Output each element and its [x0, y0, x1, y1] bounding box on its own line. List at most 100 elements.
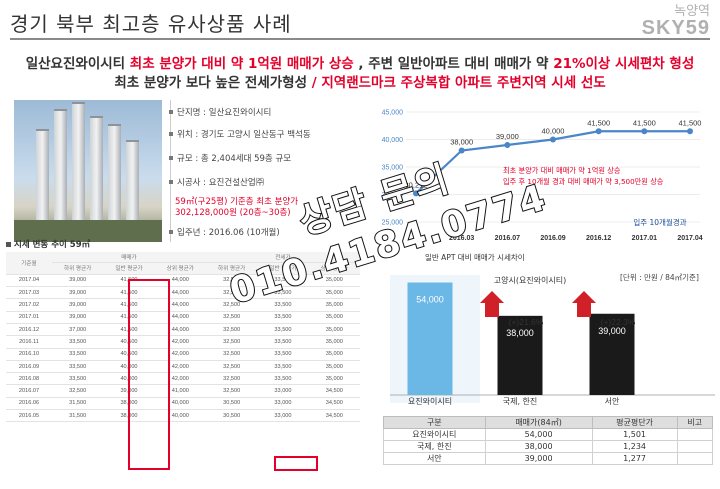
- data-point: [641, 128, 648, 135]
- bar-value-label: 39,000: [598, 326, 626, 336]
- data-label: 40,000: [542, 127, 565, 136]
- info-complex: 단지명 : 일산요진와이시티: [169, 106, 271, 118]
- table-row: 2017.03 39,000 41,500 44,000 32,500 33,500 35,…: [6, 286, 360, 300]
- data-label: 41,500: [587, 118, 610, 127]
- headline-line-1: 일산요진와이시티 최초 분양가 대비 약 1억원 매매가 상승 , 주변 일반아…: [0, 52, 720, 72]
- data-point: [550, 136, 556, 143]
- data-point: [687, 128, 693, 135]
- table-row-date: 2016.10: [6, 348, 52, 361]
- table-row: 2016.08 33,500 40,000 42,000 32,500 33,500 35,…: [6, 372, 360, 386]
- table-cell: 38,000: [484, 440, 593, 453]
- table-cell: 42,000: [154, 335, 206, 349]
- table-row: 2016.09 33,500 40,000 42,000 32,500 33,500 35,…: [6, 360, 360, 374]
- highlight-cell-box: [274, 456, 318, 471]
- table-cell: 33,000: [257, 384, 309, 398]
- brand-sub: 녹양역: [674, 3, 710, 18]
- table-cell: 32,500: [205, 311, 258, 324]
- table-row-date: 2016.09: [6, 360, 52, 374]
- table-header: 상위 평균가: [154, 262, 206, 275]
- chart-annotation: 입주 후 10개월 경과 대비 매매가 약 3,500만원 상승: [503, 177, 664, 186]
- data-point: [595, 128, 602, 135]
- table-cell: 39,000: [52, 274, 104, 288]
- table-cell: 33,500: [257, 274, 309, 288]
- table-cell: 44,000: [154, 298, 206, 312]
- ground-shape: [14, 220, 162, 242]
- comparison-table: 구분 매매가(84㎡) 평균평단가 비고 요진와이시티 54,000 1,501…: [383, 416, 714, 465]
- title-bar: 경기 북부 최고층 유사상품 사례 녹양역 SKY59: [0, 0, 720, 42]
- bullet-icon: [169, 180, 173, 184]
- x-tick-label: 2017.04: [677, 235, 702, 242]
- table-cell: 39,000: [52, 298, 104, 312]
- table-cell: 33,000: [257, 409, 309, 423]
- x-tick-label: 2016.03: [449, 235, 474, 242]
- table-header: 일반 평균가: [257, 262, 309, 275]
- x-tick-label: 2016.07: [495, 235, 520, 242]
- table-cell: 33,500: [257, 298, 309, 312]
- table-header: 일반 평균가: [103, 262, 155, 275]
- chart-annotation: 최초 분양가 대비 매매가 약 1억원 상승: [503, 166, 621, 175]
- table-cell: 35,000: [308, 298, 360, 312]
- table-row: 요진와이시티 54,000 1,501: [383, 428, 714, 441]
- table-row-date: 2016.07: [6, 384, 52, 398]
- y-tick-label: 30,000: [382, 192, 404, 199]
- x-tick-label: 국제, 한진: [503, 396, 538, 406]
- table-row: 2016.05 31,500 38,000 40,000 30,500 33,000 34,…: [6, 409, 360, 423]
- headline-1d: 21%이상 시세편차 형성: [553, 56, 695, 72]
- table-cell: 1,501: [591, 428, 678, 441]
- info-price-red-1: 59㎡(구25평) 기준층 최초 분양가: [175, 197, 299, 207]
- table-row: 2016.12 37,000 41,500 44,000 32,500 33,500 35,…: [6, 323, 360, 337]
- chart-footer-label: 입주 10개월경과: [633, 217, 686, 227]
- x-tick-label: 요진와이시티: [408, 396, 452, 406]
- table-row: 2017.01 39,000 41,500 44,000 32,500 33,500 35,…: [6, 311, 360, 324]
- table-header: 하위 평균가: [52, 262, 104, 275]
- table-cell: 42,000: [154, 360, 206, 374]
- info-builder-text: 시공사 : 요진건설산업㈜: [177, 178, 265, 188]
- table-cell: 39,000: [52, 286, 104, 300]
- table-row: 2016.06 31,500 38,000 40,000 30,500 33,000 34,…: [6, 397, 360, 411]
- table-cell: 1,234: [591, 440, 678, 453]
- table-row-date: 2016.05: [6, 409, 52, 423]
- table-cell: 44,000: [154, 286, 206, 300]
- bar: [497, 315, 543, 395]
- table-cell: 요진와이시티: [383, 428, 486, 441]
- x-tick-label: 서안: [605, 396, 620, 406]
- table-header: 매매가: [52, 252, 206, 263]
- table-cell: 32,500: [205, 384, 258, 398]
- table-title: 시세 변동 추이 59㎡: [6, 238, 90, 250]
- table-row-date: 2016.11: [6, 335, 52, 349]
- table-header: 비고: [676, 416, 714, 429]
- square-bullet-icon: [6, 242, 11, 247]
- info-builder: 시공사 : 요진건설산업㈜: [169, 176, 265, 188]
- table-header: 전세가: [205, 252, 360, 263]
- table-cell: 33,500: [257, 335, 309, 349]
- table-cell: 서안: [383, 452, 486, 465]
- table-cell: 42,000: [154, 348, 206, 361]
- table-header: 하위 평균가: [205, 262, 258, 275]
- info-move-in-text: 입주년 : 2016.06 (10개월): [177, 228, 280, 238]
- table-cell: 30,500: [205, 409, 258, 423]
- table-cell: [676, 440, 714, 453]
- table-row: 2016.10 33,500 40,500 42,000 32,500 33,500 35,…: [6, 348, 360, 361]
- data-label: 38,000: [450, 138, 473, 147]
- info-location: 위치 : 경기도 고양시 일산동구 백석동: [169, 128, 311, 140]
- table-row-date: 2017.03: [6, 286, 52, 300]
- table-row: 2016.11 33,500 40,500 42,000 32,500 33,500 35,…: [6, 335, 360, 349]
- headline-1a: 일산요진와이시티: [25, 56, 130, 72]
- table-cell: 54,000: [484, 428, 593, 441]
- table-cell: 35,000: [308, 323, 360, 337]
- tower-shape: [108, 124, 121, 224]
- table-cell: 30,500: [205, 397, 258, 411]
- info-location-text: 위치 : 경기도 고양시 일산동구 백석동: [177, 130, 311, 140]
- table-cell: 32,500: [205, 323, 258, 337]
- tower-shape: [54, 109, 67, 224]
- table-cell: 35,000: [308, 274, 360, 288]
- table-cell: [676, 428, 714, 441]
- y-tick-label: 40,000: [382, 137, 404, 144]
- tower-shape: [90, 116, 103, 224]
- bullet-icon: [169, 110, 173, 114]
- table-row: 2017.04 39,000 41,500 44,000 32,500 33,500 35,…: [6, 274, 360, 288]
- table-cell: 32,500: [205, 372, 258, 386]
- price-line-chart: 25,000 30,000 35,000 40,000 45,000 30,212 38,0…: [382, 110, 703, 243]
- bar-chart-title: 일반 APT 대비 매매가 시세차이: [425, 253, 525, 262]
- table-cell: 32,500: [205, 348, 258, 361]
